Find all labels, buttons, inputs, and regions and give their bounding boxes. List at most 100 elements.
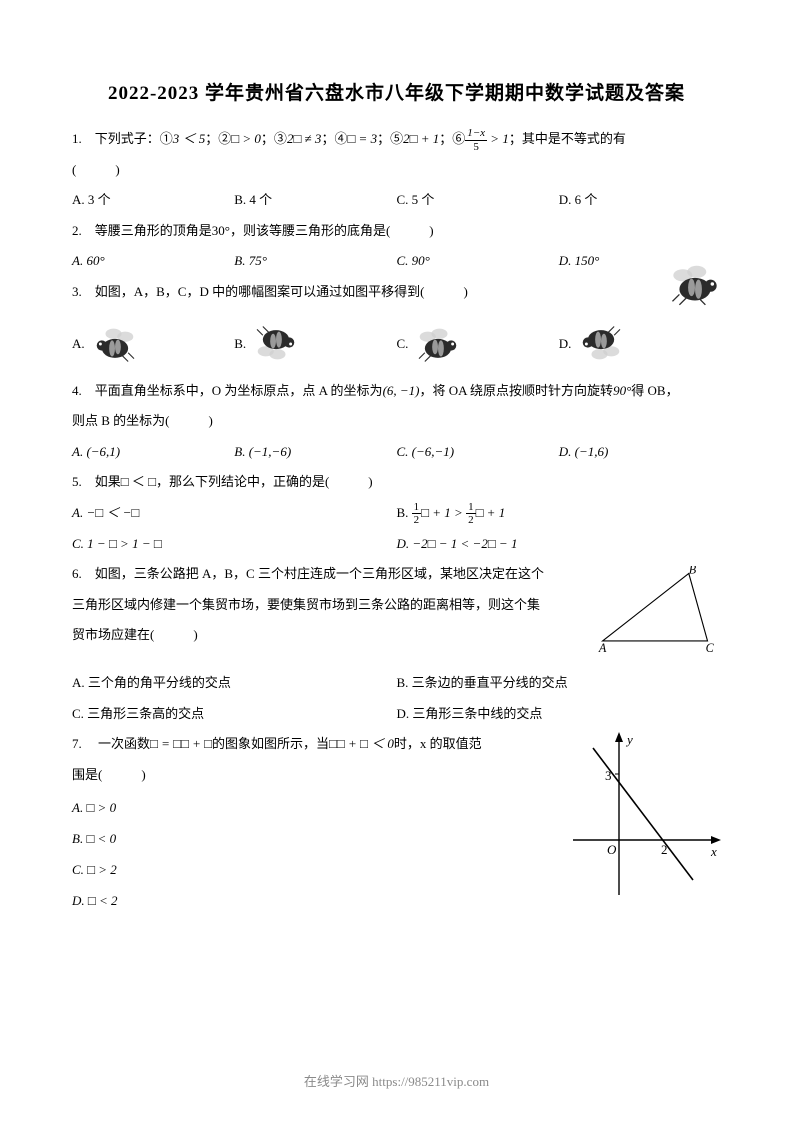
q5-b-d1: 2 xyxy=(412,514,422,526)
q1-frac-tail: > 1 xyxy=(487,131,509,146)
page-title: 2022-2023 学年贵州省六盘水市八年级下学期期中数学试题及答案 xyxy=(72,78,721,105)
q7-d: D. □ < 2 xyxy=(72,885,571,916)
q5-b-frac1: 12 xyxy=(412,501,422,526)
triangle-figure: A B C xyxy=(591,560,721,655)
q6-b: B. 三条边的垂直平分线的交点 xyxy=(397,669,722,698)
q5-b-n2: 1 xyxy=(466,501,476,514)
q1-expr4: □ = 3 xyxy=(347,131,377,146)
q1-d: D. 6 个 xyxy=(559,186,721,215)
bee-d-icon xyxy=(579,325,623,363)
q3-c: C. xyxy=(397,325,559,363)
spacer xyxy=(72,655,721,669)
q5-c: C. 1 − □ > 1 − □ xyxy=(72,530,397,559)
q5-b-mid: □ + 1 > xyxy=(421,505,466,520)
q1-m3: ；④ xyxy=(321,131,347,146)
q4-t3: 得 OB， xyxy=(631,383,678,398)
q1-a: A. 3 个 xyxy=(72,186,234,215)
q4-c: C. (−6,−1) xyxy=(397,438,559,467)
q6-block: 6. 如图，三条公路把 A，B，C 三个村庄连成一个三角形区域，某地区决定在这个… xyxy=(72,560,721,655)
q5-b-tail: □ + 1 xyxy=(476,505,506,520)
bee-a-icon xyxy=(93,325,137,363)
q4-a: A. (−6,1) xyxy=(72,438,234,467)
q4-t2: ，将 OA 绕原点按顺时针方向旋转 xyxy=(420,383,614,398)
q6-d: D. 三角形三条中线的交点 xyxy=(397,700,722,729)
q7-text: 7. 一次函数□ = □□ + □的图象如图所示，当□□ + □ ＜ 0时，x … xyxy=(72,730,571,916)
triangle-label-a: A xyxy=(598,641,607,655)
q1-m4: ；⑤ xyxy=(377,131,403,146)
q7-l1e: 时，x 的取值范 xyxy=(394,736,482,751)
x-arrow xyxy=(711,836,721,844)
q7-l1a: 7. 一次函数 xyxy=(72,736,150,751)
q7-l1d: □□ + □ ＜ 0 xyxy=(329,736,394,751)
q5-d: D. −2□ − 1 < −2□ − 1 xyxy=(397,530,722,559)
q1-frac-den: 5 xyxy=(465,141,487,153)
q4-coord: (6, −1) xyxy=(383,383,420,398)
q6-c: C. 三角形三条高的交点 xyxy=(72,700,397,729)
q1-b: B. 4 个 xyxy=(234,186,396,215)
q3-d-label: D. xyxy=(559,336,572,352)
triangle-shape xyxy=(603,574,708,641)
triangle-label-c: C xyxy=(706,641,715,655)
bee-c-icon xyxy=(416,325,460,363)
q2-a: A. 60° xyxy=(72,247,234,276)
q5-b-d2: 2 xyxy=(466,514,476,526)
q6-l2: 三角形区域内修建一个集贸市场，要使集贸市场到三条公路的距离相等，则这个集 xyxy=(72,591,581,620)
q1-paren: ( ) xyxy=(72,156,721,185)
q1-frac: 1−x5 xyxy=(465,127,487,152)
q6-a: A. 三个角的角平分线的交点 xyxy=(72,669,397,698)
q7-b: B. □ < 0 xyxy=(72,823,571,854)
q4-l2: 则点 B 的坐标为( ) xyxy=(72,407,721,436)
line-graph-figure: 3 2 O y x xyxy=(571,730,721,900)
q6-row2: C. 三角形三条高的交点 D. 三角形三条中线的交点 xyxy=(72,700,721,729)
q2-options: A. 60° B. 75° C. 90° D. 150° xyxy=(72,247,721,276)
q1-expr5: 2□ + 1 xyxy=(403,131,439,146)
q1-expr3: 2□ ≠ 3 xyxy=(287,131,322,146)
q5-b: B. 12□ + 1 > 12□ + 1 xyxy=(397,499,722,528)
q1-lead: 1. 下列式子：① xyxy=(72,131,173,146)
q5-b-pre: B. xyxy=(397,505,412,520)
q6-l3: 贸市场应建在( ) xyxy=(72,621,581,650)
q7-block: 7. 一次函数□ = □□ + □的图象如图所示，当□□ + □ ＜ 0时，x … xyxy=(72,730,721,916)
q1-options: A. 3 个 B. 4 个 C. 5 个 D. 6 个 xyxy=(72,186,721,215)
q1-m1: ；② xyxy=(205,131,231,146)
q3-b: B. xyxy=(234,325,396,363)
q6-row1: A. 三个角的角平分线的交点 B. 三条边的垂直平分线的交点 xyxy=(72,669,721,698)
q3-text: 3. 如图，A，B，C，D 中的哪幅图案可以通过如图平移得到( ) xyxy=(72,278,721,307)
q2-b: B. 75° xyxy=(234,247,396,276)
y-arrow xyxy=(615,732,623,742)
q7-l1c: 的图象如图所示，当 xyxy=(212,736,329,751)
q2-c: C. 90° xyxy=(397,247,559,276)
q2-text: 2. 等腰三角形的顶角是30°，则该等腰三角形的底角是( ) xyxy=(72,217,721,246)
q4-d: D. (−1,6) xyxy=(559,438,721,467)
q1-c: C. 5 个 xyxy=(397,186,559,215)
q1-text: 1. 下列式子：①3 ＜ 5；②□ > 0；③2□ ≠ 3；④□ = 3；⑤2□… xyxy=(72,125,721,154)
triangle-label-b: B xyxy=(689,563,697,577)
q3-b-label: B. xyxy=(234,336,246,352)
q3-a: A. xyxy=(72,325,234,363)
q7-l1: 7. 一次函数□ = □□ + □的图象如图所示，当□□ + □ ＜ 0时，x … xyxy=(72,730,571,759)
x-axis-label: x xyxy=(710,844,717,859)
q4-angle: 90° xyxy=(613,383,631,398)
bee-reference-icon xyxy=(669,260,721,308)
q3-options: A. B. C. xyxy=(72,325,721,363)
q1-tail: ；其中是不等式的有 xyxy=(509,131,626,146)
q7-options: A. □ > 0 B. □ < 0 C. □ > 2 D. □ < 2 xyxy=(72,792,571,917)
q1-expr2: □ > 0 xyxy=(231,131,261,146)
q1-frac-num: 1−x xyxy=(465,127,487,140)
q5-b-frac2: 12 xyxy=(466,501,476,526)
q1-expr1: 3 ＜ 5 xyxy=(173,131,206,146)
q5-text: 5. 如果□ ＜ □，那么下列结论中，正确的是( ) xyxy=(72,468,721,497)
q1-m5: ；⑥ xyxy=(439,131,465,146)
q6-l1: 6. 如图，三条公路把 A，B，C 三个村庄连成一个三角形区域，某地区决定在这个 xyxy=(72,560,581,589)
q3-d: D. xyxy=(559,325,721,363)
q7-l1b: □ = □□ + □ xyxy=(150,736,212,751)
q5-row2: C. 1 − □ > 1 − □ D. −2□ − 1 < −2□ − 1 xyxy=(72,530,721,559)
q3-c-label: C. xyxy=(397,336,409,352)
q6-text: 6. 如图，三条公路把 A，B，C 三个村庄连成一个三角形区域，某地区决定在这个… xyxy=(72,560,581,655)
q4-l1: 4. 平面直角坐标系中，O 为坐标原点，点 A 的坐标为(6, −1)，将 OA… xyxy=(72,377,721,406)
q4-t1: 4. 平面直角坐标系中，O 为坐标原点，点 A 的坐标为 xyxy=(72,383,383,398)
q7-c: C. □ > 2 xyxy=(72,854,571,885)
y-axis-label: y xyxy=(625,732,633,747)
origin-label: O xyxy=(607,842,617,857)
q7-a: A. □ > 0 xyxy=(72,792,571,823)
